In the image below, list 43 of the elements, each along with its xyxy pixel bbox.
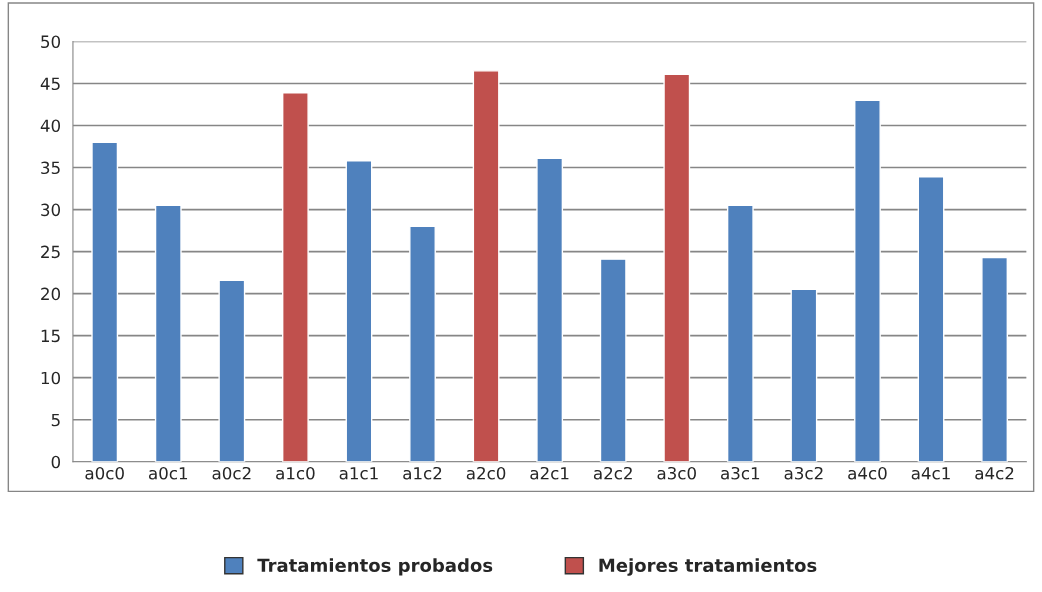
x-tick-label: a4c1 (911, 467, 950, 480)
bar (663, 73, 691, 462)
bar (154, 204, 182, 462)
bar (536, 157, 564, 462)
x-tick-label: a2c0 (466, 466, 506, 480)
bar (345, 160, 373, 462)
x-tick-label: a3c1 (721, 466, 760, 480)
y-tick-label: 20 (41, 287, 61, 301)
bar (854, 99, 881, 462)
x-tick-label: a3c2 (784, 466, 823, 480)
bar (726, 204, 754, 462)
bar (790, 288, 818, 462)
bar (91, 141, 119, 462)
bar (472, 70, 500, 462)
x-tick-label: a2c2 (593, 466, 632, 480)
y-tick-label: 15 (41, 329, 60, 343)
y-tick-label: 45 (40, 77, 60, 91)
x-tick-label: a2c1 (530, 466, 569, 480)
bar (599, 258, 627, 462)
x-tick-label: a3c0 (657, 466, 696, 480)
x-tick-label: a0c2 (212, 466, 251, 480)
y-tick-label: 30 (41, 203, 61, 217)
x-tick-label: a4c2 (975, 466, 1014, 480)
y-tick-label: 0 (51, 455, 61, 469)
legend-label: Mejores tratamientos (599, 558, 817, 576)
x-tick-label: a1c0 (276, 466, 315, 480)
x-tick-label: a0c0 (85, 466, 124, 480)
y-tick-label: 40 (40, 119, 61, 133)
x-tick-label: a1c1 (339, 467, 378, 480)
bar (281, 92, 309, 462)
y-tick-label: 25 (41, 245, 60, 259)
y-tick-label: 5 (51, 413, 60, 427)
x-tick-label: a4c0 (848, 466, 887, 480)
bar (981, 256, 1008, 462)
bar (409, 225, 436, 462)
bar (917, 176, 945, 462)
x-tick-label: a0c1 (148, 466, 188, 480)
y-tick-label: 35 (41, 161, 60, 175)
x-tick-label: a1c2 (403, 466, 442, 480)
bar (218, 279, 246, 462)
y-tick-label: 10 (41, 371, 61, 385)
y-tick-label: 50 (41, 35, 61, 49)
legend-label: Tratamientos probados (257, 558, 493, 576)
